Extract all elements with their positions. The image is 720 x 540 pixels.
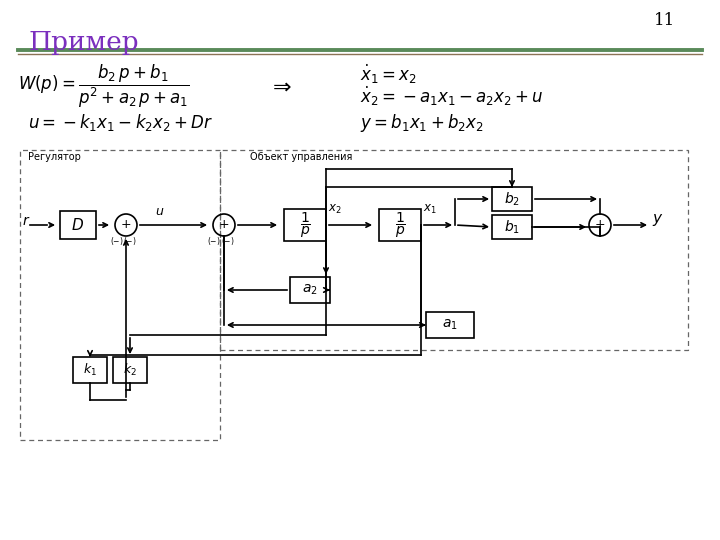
Text: $b_1$: $b_1$ bbox=[504, 218, 520, 235]
Bar bbox=[492, 187, 532, 211]
Text: $+$: $+$ bbox=[218, 218, 230, 231]
Text: $u=-k_1x_1-k_2x_2+Dr$: $u=-k_1x_1-k_2x_2+Dr$ bbox=[28, 112, 213, 133]
Text: $r$: $r$ bbox=[22, 214, 30, 228]
Text: $+$: $+$ bbox=[595, 218, 606, 231]
Text: $\Rightarrow$: $\Rightarrow$ bbox=[268, 76, 292, 98]
Text: Объект управления: Объект управления bbox=[250, 152, 352, 162]
Bar bbox=[290, 277, 330, 303]
Bar bbox=[113, 357, 147, 383]
Text: $x_2$: $x_2$ bbox=[328, 203, 342, 216]
Text: $\dfrac{1}{p}$: $\dfrac{1}{p}$ bbox=[300, 210, 310, 240]
Text: 11: 11 bbox=[654, 12, 675, 29]
Text: $a_2$: $a_2$ bbox=[302, 283, 318, 297]
Text: $\dot{x}_1=x_2$: $\dot{x}_1=x_2$ bbox=[360, 63, 417, 86]
Text: $\dfrac{1}{p}$: $\dfrac{1}{p}$ bbox=[395, 210, 405, 240]
Bar bbox=[220, 150, 688, 350]
Text: $(-)$: $(-)$ bbox=[110, 235, 124, 247]
Text: $(-)$: $(-)$ bbox=[207, 235, 221, 247]
Bar bbox=[426, 312, 474, 338]
Text: $D$: $D$ bbox=[71, 217, 84, 233]
Bar bbox=[379, 209, 421, 241]
Text: $u$: $u$ bbox=[155, 205, 164, 218]
Bar bbox=[284, 209, 326, 241]
Text: $k_2$: $k_2$ bbox=[123, 362, 137, 378]
Text: Регулятор: Регулятор bbox=[28, 152, 81, 162]
Text: $y$: $y$ bbox=[652, 212, 664, 228]
Text: $x_1$: $x_1$ bbox=[423, 203, 437, 216]
Text: $(-)$: $(-)$ bbox=[221, 235, 235, 247]
Text: $a_1$: $a_1$ bbox=[442, 318, 458, 332]
Bar bbox=[492, 215, 532, 239]
Text: $(-)$: $(-)$ bbox=[123, 235, 137, 247]
Text: $W(p)=\dfrac{b_2\,p+b_1}{p^2+a_2\,p+a_1}$: $W(p)=\dfrac{b_2\,p+b_1}{p^2+a_2\,p+a_1}… bbox=[18, 63, 190, 110]
Text: $\dot{x}_2=-a_1x_1-a_2x_2+u$: $\dot{x}_2=-a_1x_1-a_2x_2+u$ bbox=[360, 85, 544, 108]
Text: $y=b_1x_1+b_2x_2$: $y=b_1x_1+b_2x_2$ bbox=[360, 112, 484, 134]
Bar bbox=[73, 357, 107, 383]
Text: Пример: Пример bbox=[28, 30, 139, 55]
Text: $b_2$: $b_2$ bbox=[504, 190, 520, 208]
Bar bbox=[60, 211, 96, 239]
Text: $k_1$: $k_1$ bbox=[83, 362, 97, 378]
Bar bbox=[20, 150, 220, 440]
Text: $+$: $+$ bbox=[120, 218, 132, 231]
